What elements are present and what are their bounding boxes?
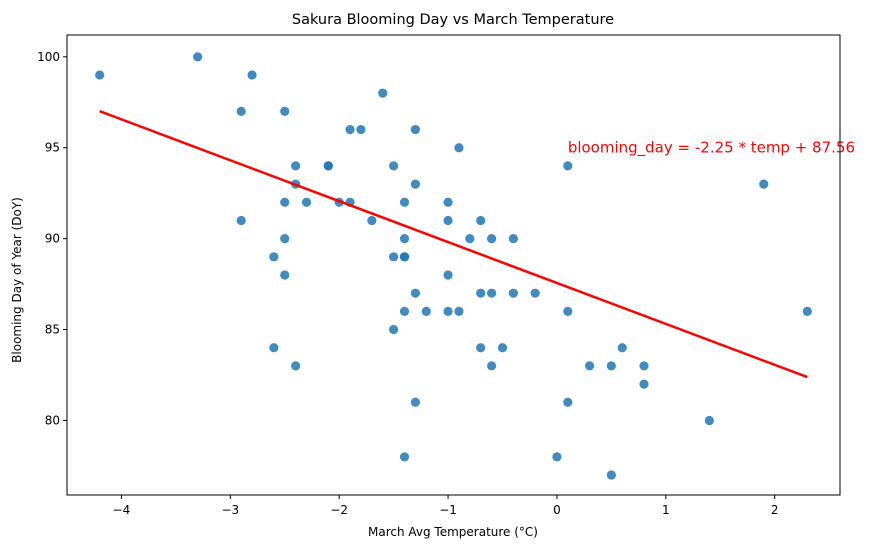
- y-axis-ticks: 80 85 90 95 100: [37, 50, 67, 427]
- plot-area: [95, 52, 812, 480]
- data-point: [291, 361, 301, 371]
- data-point: [323, 161, 333, 171]
- y-tick-label: 95: [45, 141, 60, 155]
- data-point: [236, 215, 246, 226]
- data-point: [454, 306, 464, 316]
- data-point: [410, 397, 420, 407]
- regression-equation-annotation: blooming_day = -2.25 * temp + 87.56: [568, 139, 855, 158]
- y-tick-label: 90: [45, 232, 60, 246]
- data-point: [389, 161, 399, 171]
- data-point: [247, 70, 257, 80]
- data-point: [367, 215, 377, 226]
- data-point: [606, 470, 616, 480]
- data-point: [443, 306, 453, 316]
- data-point: [443, 215, 453, 226]
- data-point: [476, 288, 486, 298]
- chart-title: Sakura Blooming Day vs March Temperature: [292, 12, 614, 28]
- y-axis-title: Blooming Day of Year (DoY): [10, 197, 24, 363]
- data-point: [280, 197, 290, 207]
- data-point: [508, 288, 518, 298]
- data-point: [269, 252, 279, 262]
- x-tick-label: −2: [330, 503, 348, 517]
- data-point: [617, 343, 627, 353]
- x-tick-label: −4: [113, 503, 131, 517]
- data-point: [497, 343, 508, 353]
- data-point: [399, 234, 410, 244]
- data-point: [639, 379, 649, 389]
- x-tick-label: 1: [662, 503, 670, 517]
- data-point: [476, 343, 486, 353]
- y-tick-label: 85: [45, 323, 60, 337]
- data-point: [280, 270, 290, 280]
- data-point: [552, 452, 562, 462]
- data-point: [389, 324, 399, 335]
- x-tick-label: −3: [221, 503, 239, 517]
- data-point: [476, 215, 486, 226]
- data-point: [280, 106, 290, 116]
- data-point: [487, 288, 497, 298]
- data-point: [410, 288, 420, 298]
- data-point: [530, 288, 540, 298]
- data-point: [378, 88, 388, 98]
- x-tick-label: 0: [553, 503, 561, 517]
- data-point: [443, 270, 453, 280]
- data-point: [410, 124, 420, 135]
- x-axis-ticks: −4 −3 −2 −1 0 1 2: [113, 495, 779, 517]
- data-point: [465, 234, 475, 244]
- data-point: [443, 197, 453, 207]
- data-point: [356, 124, 366, 135]
- data-point: [95, 70, 105, 80]
- plot-frame: [66, 34, 841, 496]
- data-point: [421, 306, 431, 316]
- data-point: [410, 179, 420, 189]
- data-point: [606, 361, 616, 371]
- data-point: [236, 106, 246, 116]
- data-point: [389, 252, 399, 262]
- data-point: [704, 415, 714, 426]
- data-point: [345, 124, 355, 135]
- data-point: [802, 306, 812, 316]
- data-point: [487, 361, 497, 371]
- data-point: [280, 234, 290, 244]
- data-point: [399, 197, 410, 207]
- x-tick-label: 2: [771, 503, 779, 517]
- x-tick-label: −1: [439, 503, 457, 517]
- data-point: [399, 252, 410, 262]
- regression-line: [99, 110, 808, 379]
- y-tick-label: 100: [37, 50, 60, 64]
- data-point: [301, 197, 312, 207]
- data-point: [584, 361, 595, 371]
- data-point: [399, 306, 410, 316]
- data-point: [269, 343, 279, 353]
- x-axis-title: March Avg Temperature (°C): [368, 525, 538, 539]
- data-point: [487, 234, 497, 244]
- data-point: [563, 397, 573, 407]
- data-point: [563, 306, 573, 316]
- data-point: [508, 234, 518, 244]
- data-point: [563, 161, 573, 171]
- data-point: [454, 143, 464, 153]
- data-point: [639, 361, 649, 371]
- data-point: [759, 179, 769, 189]
- y-tick-label: 80: [45, 413, 60, 427]
- data-point: [399, 452, 410, 462]
- data-point: [193, 52, 203, 62]
- data-point: [291, 161, 301, 171]
